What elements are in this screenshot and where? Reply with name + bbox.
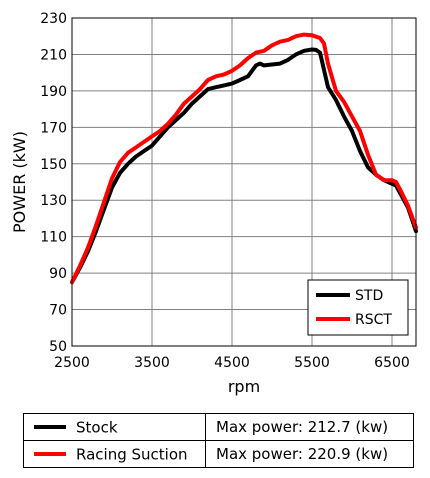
y-tick-label: 70 xyxy=(49,303,67,319)
series-lines xyxy=(70,32,418,285)
series-cell-racing: Racing Suction xyxy=(23,440,206,468)
x-axis-title: rpm xyxy=(228,377,260,396)
max-power-racing: Max power: 220.9 (kw) xyxy=(205,440,414,468)
series-line-rsct xyxy=(70,32,418,285)
x-tick-label: 5500 xyxy=(294,355,330,371)
plot-border xyxy=(71,17,417,347)
series-label-racing: Racing Suction xyxy=(76,445,188,464)
series-label-stock: Stock xyxy=(76,418,118,437)
legend-label-std: STD xyxy=(355,288,383,304)
legend-label-rsct: RSCT xyxy=(355,312,392,328)
series-line-std xyxy=(70,47,418,285)
y-tick-labels: 50 70 90 110 130 150 170 190 210 230 xyxy=(40,11,67,355)
swatch-stock xyxy=(34,425,66,430)
x-tick-label: 4500 xyxy=(214,355,250,371)
x-tick-label: 2500 xyxy=(54,355,90,371)
y-tick-label: 170 xyxy=(40,120,67,136)
legend: STD RSCT xyxy=(307,279,409,336)
max-power-table: Stock Max power: 212.7 (kw) Racing Sucti… xyxy=(23,413,414,468)
y-tick-label: 130 xyxy=(40,193,67,209)
y-axis-title: POWER (kW) xyxy=(10,131,29,233)
legend-box xyxy=(307,279,409,336)
x-tick-label: 3500 xyxy=(134,355,170,371)
y-tick-label: 210 xyxy=(40,47,67,63)
y-tick-label: 110 xyxy=(40,230,67,246)
y-tick-label: 190 xyxy=(40,84,67,100)
table-row: Racing Suction Max power: 220.9 (kw) xyxy=(23,440,414,468)
y-tick-label: 50 xyxy=(49,339,67,355)
table-row: Stock Max power: 212.7 (kw) xyxy=(23,413,414,441)
series-cell-stock: Stock xyxy=(23,413,206,441)
x-tick-labels: 2500 3500 4500 5500 6500 xyxy=(54,355,410,371)
x-tick-label: 6500 xyxy=(374,355,410,371)
y-tick-label: 150 xyxy=(40,157,67,173)
power-chart: 2500 3500 4500 5500 6500 50 70 90 110 130 150 170 1… xyxy=(10,11,418,396)
y-tick-label: 90 xyxy=(49,266,67,282)
swatch-racing xyxy=(34,452,66,457)
max-power-stock: Max power: 212.7 (kw) xyxy=(205,413,414,441)
y-tick-label: 230 xyxy=(40,11,67,27)
